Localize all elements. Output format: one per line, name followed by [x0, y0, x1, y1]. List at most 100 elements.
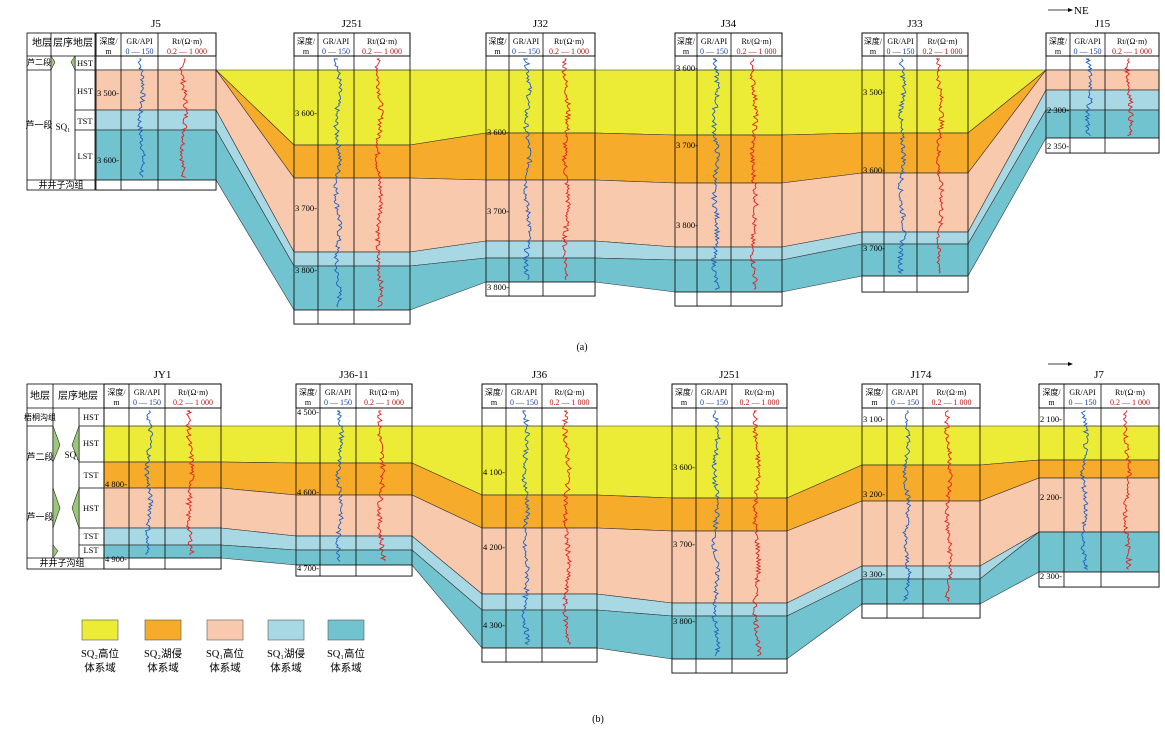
rt-scale: 0.2 — 1 000 [173, 398, 213, 407]
legend-label-sub: 体系域 [147, 661, 179, 674]
depth-unit: m [491, 398, 498, 407]
gr-log-curve [1084, 58, 1093, 137]
gr-log-curve [136, 58, 147, 178]
depth-unit: m [1048, 398, 1055, 407]
rt-header: Rt/(Ω·m) [937, 388, 967, 397]
depth-tick-label: 4 800- [105, 479, 127, 489]
rt-header: Rt/(Ω·m) [928, 37, 958, 46]
legend-label: SQ₁湖侵 [267, 648, 305, 660]
rt-scale: 0.2 — 1 000 [1110, 398, 1150, 407]
depth-unit: m [105, 47, 112, 56]
depth-tick-label: 3 600- [295, 108, 317, 118]
legend-label-sub: 体系域 [270, 661, 302, 674]
depth-tick-label: 2 350- [1047, 141, 1069, 151]
rt-log-curve [749, 58, 759, 290]
gr-log-curve [896, 58, 907, 274]
rt-log-curve [185, 410, 195, 556]
panel-a-caption: (a) [576, 342, 587, 353]
panel-b-formation-lower: 芦一段 [26, 511, 53, 522]
legend-label: SQ₁高位 [327, 647, 366, 660]
gr-header: GR/API [887, 37, 914, 46]
gr-log-curve [143, 410, 154, 556]
gr-log-curve [521, 410, 531, 645]
panel-b-tract-6: LST [83, 545, 99, 555]
gr-log-curve [711, 410, 721, 657]
legend-swatch [81, 619, 119, 641]
depth-tick-label: 3 600- [673, 462, 695, 472]
panel-b-tract-1: HST [83, 412, 100, 422]
panel-a-arrow-head [1068, 8, 1073, 12]
gr-log-curve [333, 58, 343, 308]
rt-header: Rt/(Ω·m) [745, 388, 775, 397]
rt-scale: 0.2 — 1 000 [932, 398, 972, 407]
rt-header: Rt/(Ω·m) [178, 388, 208, 397]
well-name: JY1 [154, 369, 172, 381]
depth-tick-label: 4 200- [483, 542, 505, 552]
gr-header: GR/API [134, 388, 161, 397]
gr-log-curve [335, 410, 345, 562]
legend-label-sub: 体系域 [209, 661, 241, 674]
depth-tick-label: 4 700- [297, 563, 319, 573]
gr-header: GR/API [1074, 37, 1101, 46]
well-base-cap [293, 309, 411, 325]
rt-log-curve [935, 58, 945, 274]
depth-tick-label: 3 200- [863, 489, 885, 499]
well-base-cap [481, 647, 598, 663]
gr-scale: 0 — 150 [133, 398, 161, 407]
depth-header: 深度/ [864, 36, 883, 46]
depth-unit: m [494, 47, 501, 56]
rt-scale: 0.2 — 1 000 [923, 47, 963, 56]
panel-b-strat-table [26, 383, 105, 570]
depth-tick-label: 3 500- [97, 88, 119, 98]
gr-header: GR/API [701, 37, 728, 46]
rt-scale: 0.2 — 1 000 [362, 47, 402, 56]
gr-log-curve [522, 58, 533, 281]
depth-tick-label: 3 800- [673, 616, 695, 626]
well-name: J251 [719, 369, 740, 381]
well-base-cap [674, 291, 783, 307]
panel-a-sequence: SQ₁ [56, 122, 71, 132]
gr-log-curve [710, 58, 721, 290]
depth-header: 深度/ [107, 387, 126, 397]
well-name: J15 [1095, 18, 1111, 30]
panel-b-base-formation: 井井子沟组 [39, 557, 84, 568]
depth-tick-label: 3 700- [295, 203, 317, 213]
rt-scale: 0.2 — 1 000 [549, 47, 589, 56]
rt-log-curve [179, 58, 189, 178]
gr-scale: 0 — 150 [1069, 398, 1097, 407]
gr-header: GR/API [511, 388, 538, 397]
rt-header: Rt/(Ω·m) [554, 37, 584, 46]
rt-log-curve [943, 410, 953, 602]
panel-b-formation-top: 梧桐沟组 [24, 412, 56, 422]
well-header-box [671, 383, 788, 409]
panel-a-col2-header: 层序地层 [53, 36, 93, 49]
depth-tick-label: 3 700- [487, 206, 509, 216]
gr-scale: 0 — 150 [512, 47, 540, 56]
legend-label-sub: 体系域 [84, 661, 116, 674]
depth-header: 深度/ [297, 36, 316, 46]
legend-label: SQ₂高位 [81, 647, 120, 660]
depth-tick-label: 3 600- [863, 165, 885, 175]
well-name: J33 [907, 18, 923, 30]
depth-tick-label: 4 900- [105, 554, 127, 564]
well-name: J34 [721, 18, 737, 30]
panel-a-col1-header: 地层 [32, 36, 52, 49]
gr-header: GR/API [513, 37, 540, 46]
panel-a-strat-table [26, 32, 96, 191]
depth-tick-label: 3 800- [676, 220, 698, 230]
legend-swatch [327, 619, 365, 641]
depth-tick-label: 3 600- [487, 127, 509, 137]
well-name: J251 [342, 18, 363, 30]
depth-tick-label: 4 600- [297, 487, 319, 497]
panel-b-sequence-triangle [52, 425, 80, 559]
gr-scale: 0 — 150 [700, 47, 728, 56]
well-name: J7 [1094, 369, 1104, 381]
